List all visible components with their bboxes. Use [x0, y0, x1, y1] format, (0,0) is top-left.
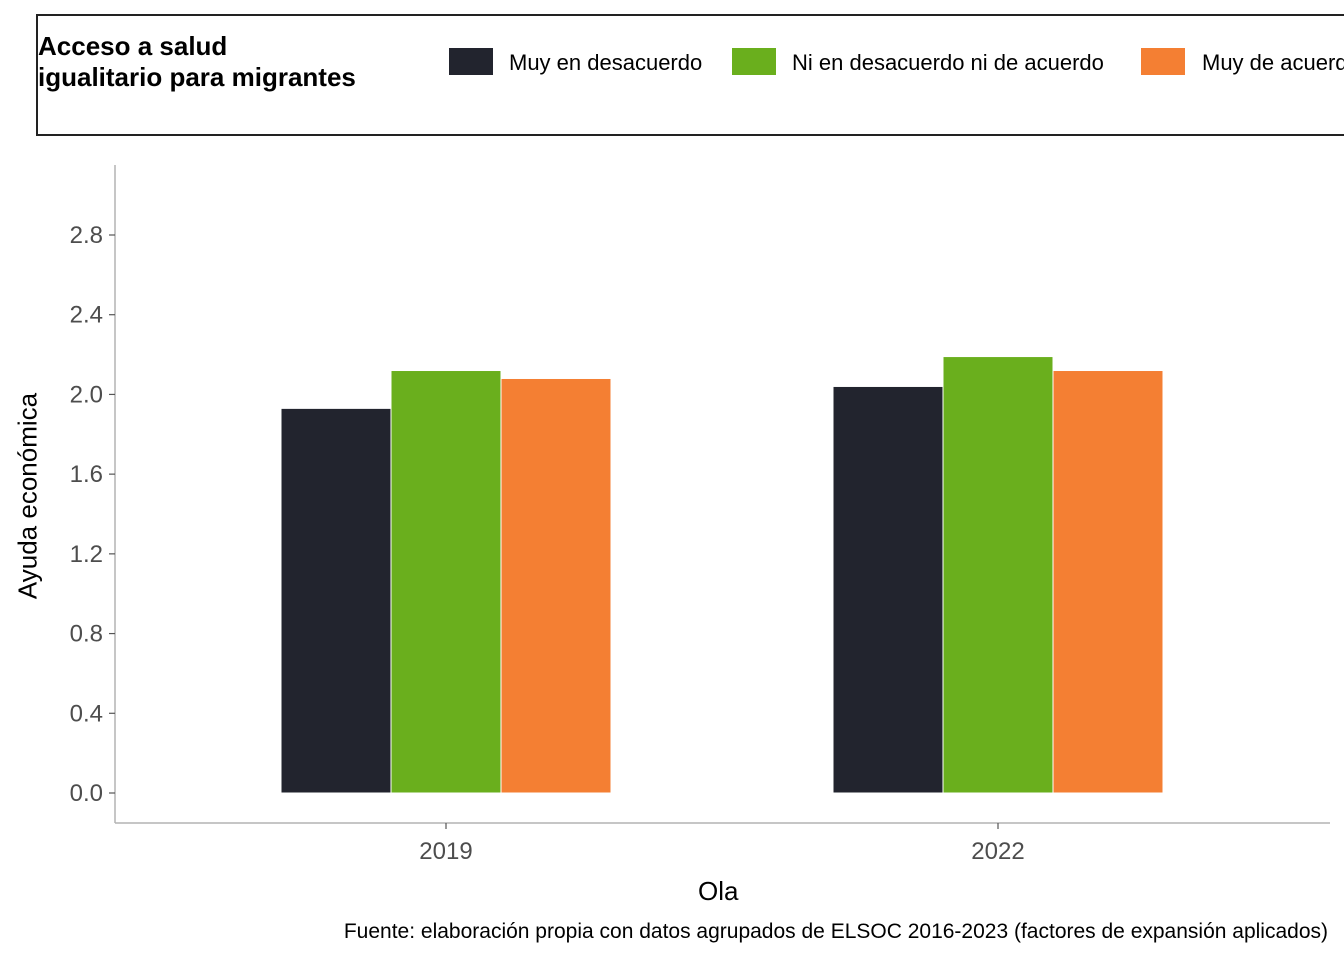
y-tick-label: 0.0	[70, 780, 103, 807]
legend-label-ni-en-desacuerdo: Ni en desacuerdo ni de acuerdo	[792, 50, 1104, 75]
bar-2019-2	[390, 370, 502, 794]
bar-2022-2	[942, 356, 1054, 794]
y-tick-label: 1.6	[70, 461, 103, 488]
bar-2019-3	[500, 377, 612, 794]
y-tick-label: 2.4	[70, 302, 103, 329]
legend-key-muy-en-desacuerdo	[449, 48, 493, 75]
legend-title: Acceso a salud igualitario para migrante…	[38, 31, 356, 92]
bar-2022-1	[832, 385, 944, 794]
y-tick-label: 0.8	[70, 621, 103, 648]
bar-2022-3	[1052, 370, 1164, 794]
y-axis-title: Ayuda económica	[12, 392, 43, 600]
caption: Fuente: elaboración propia con datos agr…	[343, 920, 1328, 943]
y-tick-label: 2.8	[70, 222, 103, 249]
legend-label-muy-de-acuerdo: Muy de acuerdo	[1202, 50, 1344, 75]
y-tick-label: 2.0	[70, 381, 103, 408]
legend	[36, 14, 1344, 136]
legend-label-muy-en-desacuerdo: Muy en desacuerdo	[509, 50, 703, 75]
y-tick-label: 1.2	[70, 541, 103, 568]
legend-key-muy-de-acuerdo	[1141, 48, 1185, 75]
x-tick-label: 2022	[971, 838, 1024, 865]
x-tick-label: 2019	[419, 838, 472, 865]
y-tick-label: 0.4	[70, 700, 103, 727]
legend-key-ni-en-desacuerdo	[732, 48, 776, 75]
bar-2019-1	[280, 407, 392, 794]
x-axis-title: Ola	[698, 876, 739, 906]
